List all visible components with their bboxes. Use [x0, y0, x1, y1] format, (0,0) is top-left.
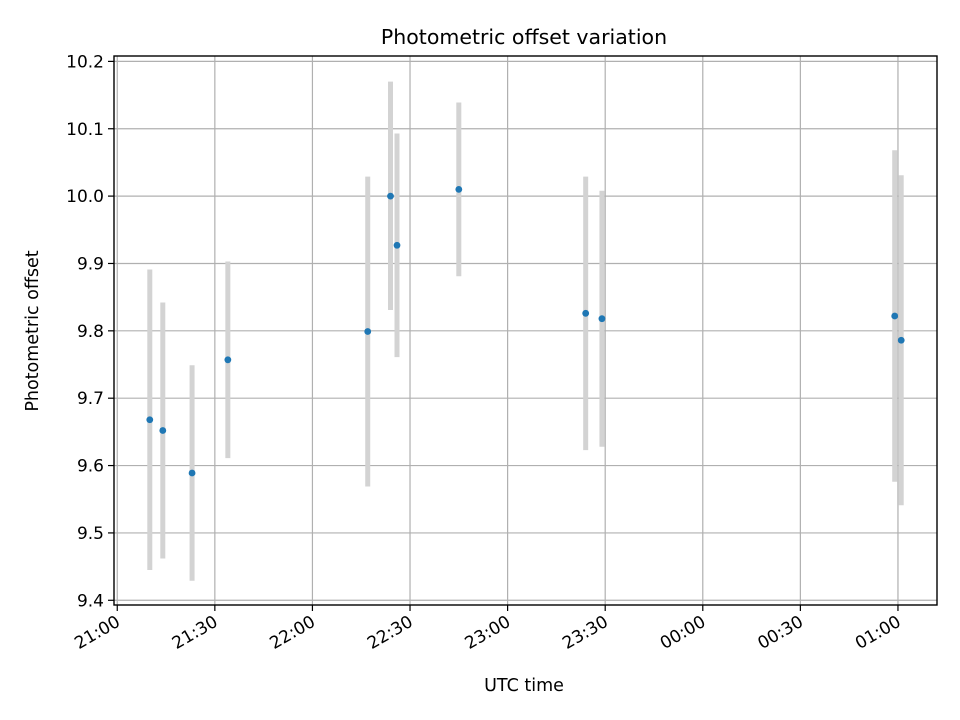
x-axis-label: UTC time — [484, 676, 564, 696]
y-tick-label: 10.2 — [66, 52, 104, 72]
grid — [114, 56, 937, 605]
data-point — [146, 416, 154, 424]
y-tick-label: 9.9 — [77, 254, 104, 274]
data-points — [146, 185, 905, 477]
data-point — [159, 427, 167, 434]
data-point — [582, 309, 590, 317]
data-point — [897, 336, 905, 344]
y-tick-label: 9.7 — [77, 389, 104, 409]
chart-title: Photometric offset variation — [381, 25, 667, 49]
data-point — [891, 312, 899, 320]
data-point — [455, 185, 463, 193]
y-tick-label: 9.4 — [77, 591, 104, 611]
data-point — [364, 328, 372, 335]
y-tick-label: 9.8 — [77, 322, 104, 342]
data-point — [393, 241, 401, 249]
y-axis-ticks: 9.4 9.5 9.6 9.7 9.8 9.9 10.0 10.1 10.2 — [66, 52, 114, 611]
data-point — [224, 356, 232, 364]
data-point — [188, 469, 196, 477]
data-point — [387, 192, 394, 200]
y-tick-label: 9.6 — [77, 457, 104, 477]
y-tick-label: 9.5 — [77, 524, 104, 544]
data-point — [598, 315, 606, 323]
y-tick-label: 10.1 — [66, 120, 104, 140]
y-axis-label: Photometric offset — [23, 250, 43, 411]
y-tick-label: 10.0 — [66, 187, 104, 207]
